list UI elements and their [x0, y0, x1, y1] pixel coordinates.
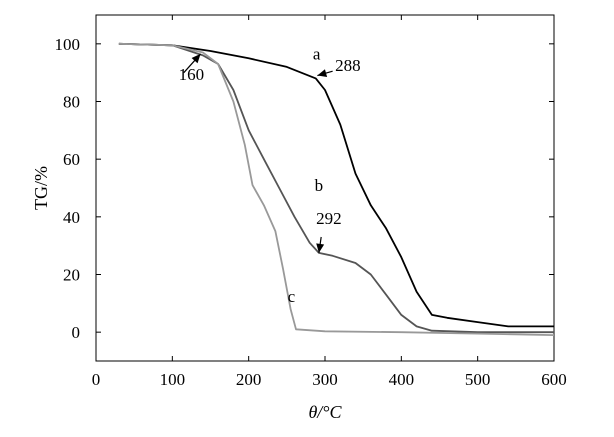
y-tick-label: 20 — [63, 266, 80, 285]
y-tick-label: 0 — [72, 323, 81, 342]
arrow-head — [317, 69, 328, 77]
annotation-label: c — [288, 287, 296, 306]
annotation-label: a — [313, 45, 321, 64]
annotation-label: 292 — [316, 209, 342, 228]
annotation-group: a 288 b 292 c 160 — [179, 45, 361, 306]
x-tick-label: 200 — [236, 370, 262, 389]
x-tick-label: 0 — [92, 370, 101, 389]
y-tick-label: 100 — [55, 35, 81, 54]
x-tick-label: 600 — [541, 370, 567, 389]
y-tick-label: 40 — [63, 208, 80, 227]
annotation-label: 288 — [335, 56, 361, 75]
series-line-c — [118, 42, 555, 336]
x-tick-label: 300 — [312, 370, 338, 389]
arrow-head — [191, 53, 201, 64]
series-line-a — [118, 42, 554, 328]
series-line-b — [118, 42, 554, 334]
x-tick-label: 500 — [465, 370, 491, 389]
y-axis-label: TG/% — [31, 166, 51, 210]
tick-labels: 0 100 200 300 400 500 600 0 20 40 60 80 100 — [55, 35, 567, 389]
annotation-label: 160 — [179, 65, 205, 84]
arrow-group — [183, 53, 333, 253]
arrow-head — [316, 243, 325, 253]
x-tick-label: 100 — [160, 370, 186, 389]
x-tick-label: 400 — [389, 370, 415, 389]
y-tick-label: 60 — [63, 150, 80, 169]
annotation-label: b — [315, 176, 324, 195]
axis-ticks — [95, 15, 555, 361]
y-tick-label: 80 — [63, 93, 80, 112]
x-axis-label: θ/°C — [308, 402, 342, 422]
series-group — [118, 42, 555, 336]
plot-frame — [95, 14, 555, 362]
